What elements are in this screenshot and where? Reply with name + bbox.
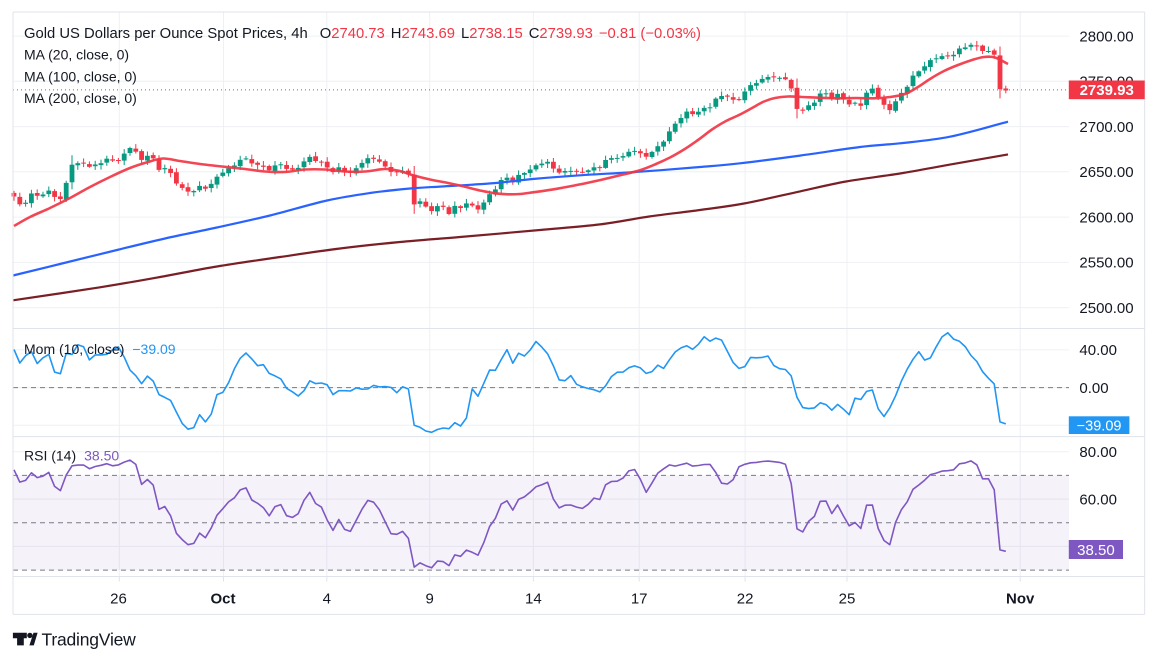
svg-text:Nov: Nov — [1006, 591, 1035, 608]
svg-text:MA (100, close, 0): MA (100, close, 0) — [24, 69, 137, 85]
svg-text:38.50: 38.50 — [1077, 542, 1115, 559]
svg-text:9: 9 — [426, 591, 434, 608]
svg-text:MA (200, close, 0): MA (200, close, 0) — [24, 90, 137, 106]
svg-text:60.00: 60.00 — [1079, 491, 1117, 508]
svg-text:MA (20, close, 0): MA (20, close, 0) — [24, 47, 129, 63]
svg-text:2600.00: 2600.00 — [1079, 209, 1133, 226]
svg-text:2500.00: 2500.00 — [1079, 300, 1133, 317]
svg-text:2650.00: 2650.00 — [1079, 164, 1133, 181]
svg-text:0.00: 0.00 — [1079, 380, 1108, 397]
svg-text:80.00: 80.00 — [1079, 444, 1117, 461]
svg-text:Oct: Oct — [210, 591, 235, 608]
svg-text:Mom (10, close)−39.09: Mom (10, close) −39.09 — [24, 341, 176, 357]
svg-text:RSI (14)38.50: RSI (14) 38.50 — [24, 448, 119, 464]
svg-text:40.00: 40.00 — [1079, 342, 1117, 359]
svg-text:2739.93: 2739.93 — [1080, 82, 1134, 99]
svg-text:Gold US Dollars per Ounce Spot: Gold US Dollars per Ounce Spot Prices, 4… — [24, 26, 701, 42]
svg-text:26: 26 — [110, 591, 127, 608]
svg-text:4: 4 — [323, 591, 331, 608]
svg-text:14: 14 — [525, 591, 542, 608]
svg-text:22: 22 — [737, 591, 754, 608]
svg-text:−39.09: −39.09 — [1077, 418, 1122, 434]
svg-text:2700.00: 2700.00 — [1079, 119, 1133, 136]
svg-text:25: 25 — [839, 591, 856, 608]
svg-text:17: 17 — [631, 591, 648, 608]
svg-text:TradingView: TradingView — [42, 630, 137, 650]
svg-text:2800.00: 2800.00 — [1079, 28, 1133, 45]
svg-text:2550.00: 2550.00 — [1079, 255, 1133, 272]
